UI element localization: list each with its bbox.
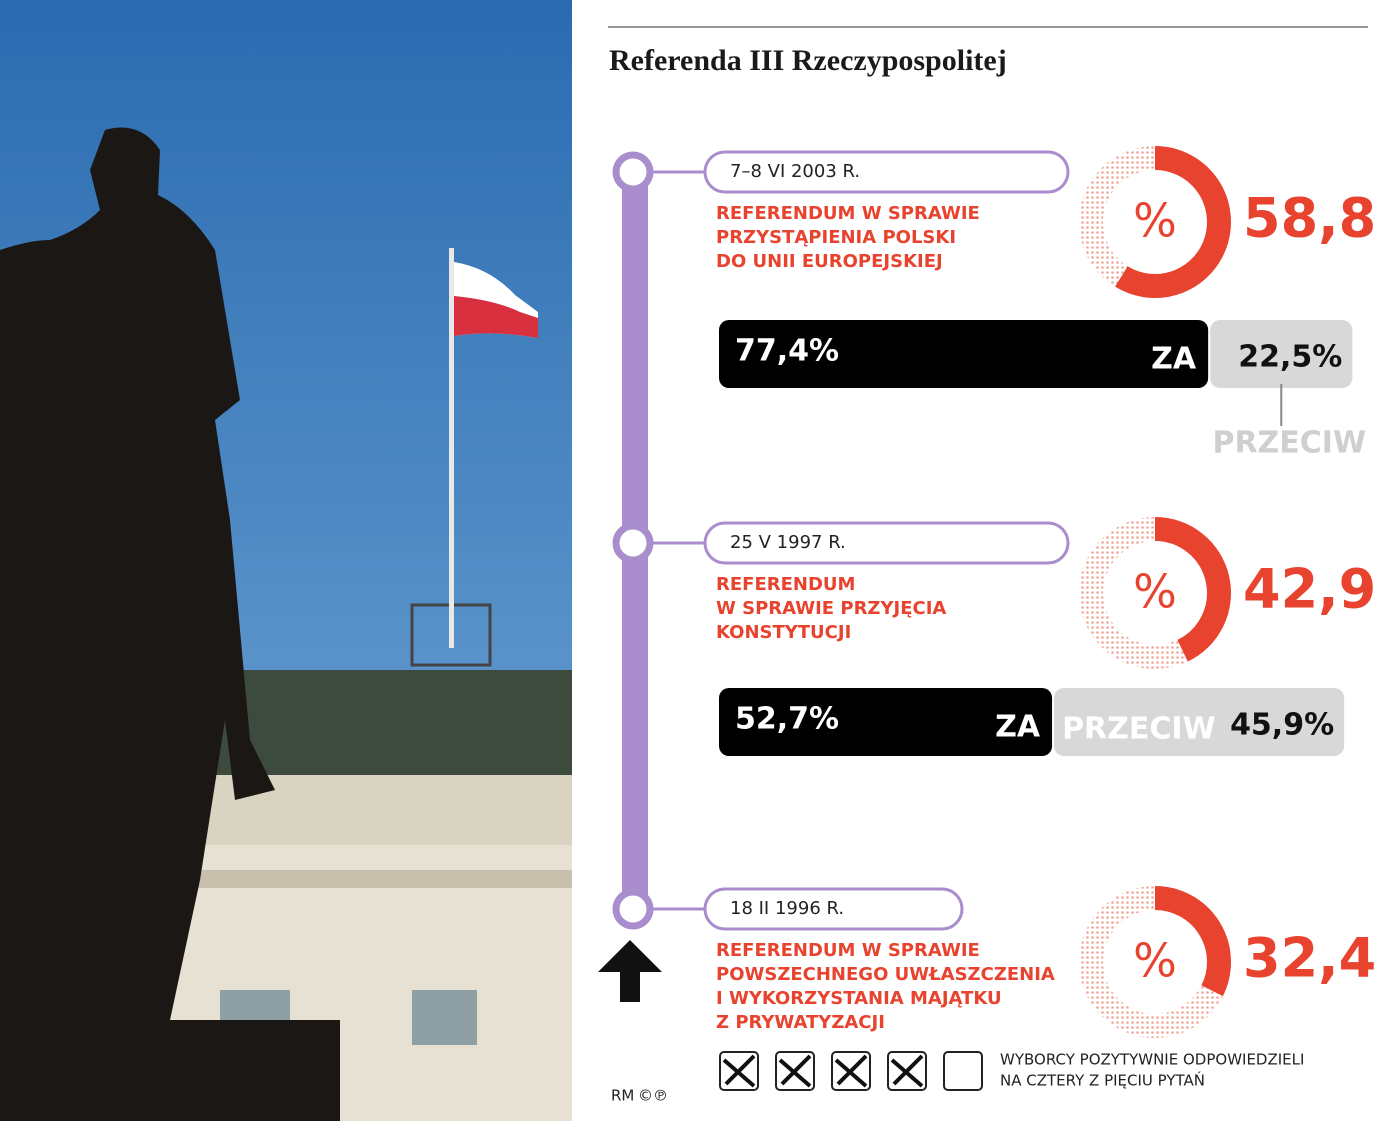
timeline-node	[612, 522, 654, 564]
check-x	[778, 1054, 812, 1088]
statue	[0, 127, 340, 1121]
timeline-node	[612, 888, 654, 930]
referendum-title: POWSZECHNEGO UWŁASZCZENIA	[716, 964, 1055, 985]
za-label: ZA	[1151, 342, 1197, 377]
za-bar	[719, 688, 1053, 756]
title: Referenda III Rzeczypospolitej	[609, 44, 1007, 77]
przeciw-label: PRZECIW	[1212, 426, 1366, 461]
percent-symbol: %	[1133, 565, 1177, 619]
credit: RM	[611, 1087, 634, 1105]
przeciw-label: PRZECIW	[1062, 712, 1216, 747]
przeciw-value: 45,9%	[1230, 708, 1334, 743]
date: 25 V 1997 R.	[730, 532, 846, 553]
flagpole	[449, 248, 454, 648]
przeciw-bar	[1054, 688, 1345, 756]
date-pill	[703, 150, 1070, 194]
date-pill	[703, 887, 964, 931]
za-value: 77,4%	[735, 334, 839, 369]
copyright: ©℗	[638, 1087, 668, 1105]
referendum-title: W SPRAWIE PRZYJĘCIA	[716, 598, 946, 619]
przeciw-bar	[1210, 320, 1353, 388]
przeciw-value: 22,5%	[1238, 340, 1342, 375]
timeline-node	[612, 151, 654, 193]
referendum-title: REFERENDUM W SPRAWIE	[716, 203, 980, 224]
percent-symbol: %	[1133, 934, 1177, 988]
date: 7–8 VI 2003 R.	[730, 161, 860, 182]
referendum-title: I WYKORZYSTANIA MAJĄTKU	[716, 988, 1002, 1009]
donut-arc	[1115, 146, 1231, 298]
turnout-value: 42,9	[1243, 558, 1376, 621]
flag-red	[454, 296, 538, 338]
referendum-title: KONSTYTUCJI	[716, 622, 851, 643]
photo	[0, 0, 572, 1121]
referendum-title: DO UNII EUROPEJSKIEJ	[716, 251, 943, 272]
donut-arc	[1154, 517, 1231, 662]
check-x	[890, 1054, 924, 1088]
referendum-title: REFERENDUM	[716, 574, 855, 595]
referendum-title: Z PRYWATYZACJI	[716, 1012, 885, 1033]
legend-text: NA CZTERY Z PIĘCIU PYTAŃ	[1000, 1071, 1205, 1090]
turnout-value: 58,8	[1243, 187, 1376, 250]
percent-symbol: %	[1133, 194, 1177, 248]
donut-arc	[1154, 886, 1231, 997]
referendum-title: REFERENDUM W SPRAWIE	[716, 940, 980, 961]
window	[412, 990, 477, 1045]
checkbox	[943, 1051, 983, 1091]
referendum-title: PRZYSTĄPIENIA POLSKI	[716, 227, 956, 248]
check-x	[834, 1054, 868, 1088]
date-pill	[703, 521, 1070, 565]
arrow-up	[598, 940, 662, 1002]
date: 18 II 1996 R.	[730, 898, 844, 919]
turnout-value: 32,4	[1243, 927, 1376, 990]
za-value: 52,7%	[735, 702, 839, 737]
check-x	[722, 1054, 756, 1088]
legend-text: WYBORCY POZYTYWNIE ODPOWIEDZIELI	[1000, 1051, 1304, 1069]
za-bar	[719, 320, 1209, 388]
za-label: ZA	[995, 710, 1041, 745]
